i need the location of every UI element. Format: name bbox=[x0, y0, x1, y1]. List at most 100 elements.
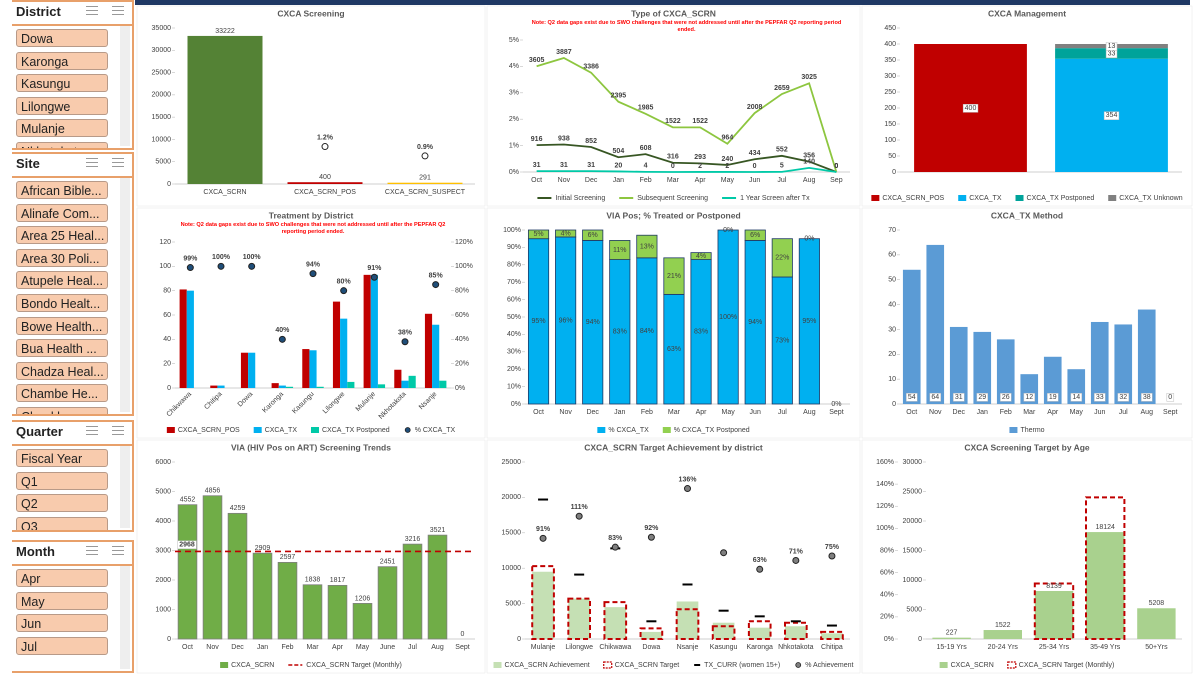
marker bbox=[186, 264, 194, 272]
slicer-item[interactable]: Atupele Heal... bbox=[16, 271, 108, 290]
y-tick-label: 20000 bbox=[502, 494, 522, 501]
slicer-item[interactable]: Bua Health ... bbox=[16, 339, 108, 358]
scrollbar[interactable] bbox=[120, 26, 130, 146]
slicer-item[interactable]: Q2 bbox=[16, 494, 108, 513]
slicer-item[interactable]: Chambe He... bbox=[16, 384, 108, 403]
multi-select-icon[interactable] bbox=[86, 158, 98, 169]
multi-select-icon[interactable] bbox=[86, 6, 98, 17]
data-label: 12 bbox=[1025, 394, 1033, 401]
x-tick-label: Dec bbox=[953, 409, 966, 416]
marker bbox=[647, 533, 655, 541]
slicer-item[interactable]: Q3 bbox=[16, 516, 108, 530]
slicer-item[interactable]: Nkhotakota bbox=[16, 141, 108, 148]
y-tick-label: 20% bbox=[507, 366, 521, 373]
scrollbar[interactable] bbox=[120, 446, 130, 528]
scrollbar[interactable] bbox=[120, 566, 130, 669]
target-outline bbox=[639, 627, 664, 641]
bar bbox=[377, 566, 398, 640]
chart-title: CXCA Screening bbox=[277, 8, 344, 18]
y-tick-label: 20 bbox=[888, 351, 896, 358]
slicer-item[interactable]: Jun bbox=[16, 614, 108, 633]
x-tick-label: Feb bbox=[281, 644, 293, 651]
bar bbox=[432, 324, 440, 388]
chart-frame bbox=[861, 207, 1193, 439]
x-tick-label: Jul bbox=[778, 409, 787, 416]
slicer-item[interactable]: Kasungu bbox=[16, 74, 108, 93]
y-tick-label: 250 bbox=[884, 89, 896, 96]
legend: Thermo bbox=[1009, 427, 1045, 434]
data-label: 293 bbox=[694, 154, 706, 161]
slicer-item[interactable]: Jul bbox=[16, 636, 108, 655]
label-box bbox=[1000, 393, 1012, 402]
data-label: 1985 bbox=[638, 105, 654, 112]
slicer-item[interactable]: Q1 bbox=[16, 471, 108, 490]
slicer-item[interactable]: Area 30 Poli... bbox=[16, 248, 108, 267]
legend-label: CXCA_TX bbox=[265, 427, 298, 434]
y-tick-label: 60% bbox=[507, 296, 521, 303]
slicer-item[interactable]: Chapkhung bbox=[16, 406, 108, 414]
slicer-item[interactable]: Chadza Heal... bbox=[16, 361, 108, 380]
bar bbox=[327, 584, 348, 640]
x-tick-label: Mulanje bbox=[531, 644, 556, 651]
y-tick-label: 80% bbox=[507, 262, 521, 269]
bar bbox=[609, 240, 631, 260]
x-tick-label: Sept bbox=[1163, 409, 1177, 416]
slicer-item[interactable]: Fiscal Year bbox=[16, 449, 108, 467]
legend-swatch bbox=[310, 427, 319, 433]
legend: Initial Screening Subsequent Screening 1 Y… bbox=[537, 195, 810, 202]
clear-filter-icon[interactable] bbox=[112, 6, 124, 17]
slicer-item[interactable]: Area 25 Heal... bbox=[16, 226, 108, 245]
data-label: 26 bbox=[1002, 394, 1010, 401]
scrollbar[interactable] bbox=[120, 178, 130, 412]
bar bbox=[370, 274, 378, 388]
label-box bbox=[1105, 42, 1118, 51]
slicer-item[interactable]: Alinafe Com... bbox=[16, 203, 108, 222]
data-label: 0 bbox=[753, 163, 757, 170]
slicer-item[interactable]: Bondo Healt... bbox=[16, 293, 108, 312]
x-tick-label: Feb bbox=[1000, 409, 1012, 416]
chart-title: Treatment by District bbox=[269, 210, 354, 220]
data-label: 4856 bbox=[205, 488, 221, 495]
data-label: 40% bbox=[275, 327, 290, 334]
legend-swatch bbox=[404, 427, 411, 433]
y-tick-label: 10 bbox=[888, 376, 896, 383]
slicer-item[interactable]: May bbox=[16, 591, 108, 610]
y-tick-label: 200 bbox=[884, 105, 896, 112]
marker bbox=[401, 338, 409, 346]
top-bar bbox=[135, 0, 1190, 5]
x-tick-label: CXCA_SCRN_POS bbox=[294, 189, 356, 196]
slicer-item[interactable]: Bowe Health... bbox=[16, 316, 108, 335]
slicer-item[interactable]: Lilongwe bbox=[16, 96, 108, 115]
multi-select-icon[interactable] bbox=[86, 426, 98, 437]
bar bbox=[1043, 356, 1062, 404]
slicer-item[interactable]: Dowa bbox=[16, 29, 108, 47]
data-label: 63% bbox=[667, 346, 681, 353]
multi-select-icon[interactable] bbox=[86, 546, 98, 557]
bar bbox=[712, 622, 735, 639]
slicer-item[interactable]: Apr bbox=[16, 569, 108, 587]
marker bbox=[756, 565, 764, 573]
data-label: 2909 bbox=[255, 545, 271, 552]
clear-filter-icon[interactable] bbox=[112, 158, 124, 169]
data-label: 552 bbox=[776, 147, 788, 154]
bar bbox=[609, 259, 631, 405]
chart-frame bbox=[486, 439, 861, 674]
slicer-item[interactable]: Karonga bbox=[16, 51, 108, 70]
clear-filter-icon[interactable] bbox=[112, 546, 124, 557]
x-tick-label: Oct bbox=[531, 177, 542, 184]
chart-frame bbox=[136, 5, 486, 207]
bar bbox=[532, 571, 554, 639]
clear-filter-icon[interactable] bbox=[112, 426, 124, 437]
data-label: 22% bbox=[775, 255, 789, 262]
label-box bbox=[1023, 393, 1035, 402]
legend-swatch bbox=[1015, 195, 1024, 201]
x-tick-label: Nov bbox=[559, 409, 572, 416]
data-label: 33 bbox=[1108, 50, 1116, 57]
slicer-item[interactable]: Mulanje bbox=[16, 119, 108, 138]
legend-swatch bbox=[220, 662, 229, 668]
slicer-title-text: Site bbox=[16, 156, 40, 171]
slicer-item[interactable]: African Bible... bbox=[16, 181, 108, 199]
data-label: 136% bbox=[679, 476, 698, 483]
bar bbox=[527, 229, 550, 240]
